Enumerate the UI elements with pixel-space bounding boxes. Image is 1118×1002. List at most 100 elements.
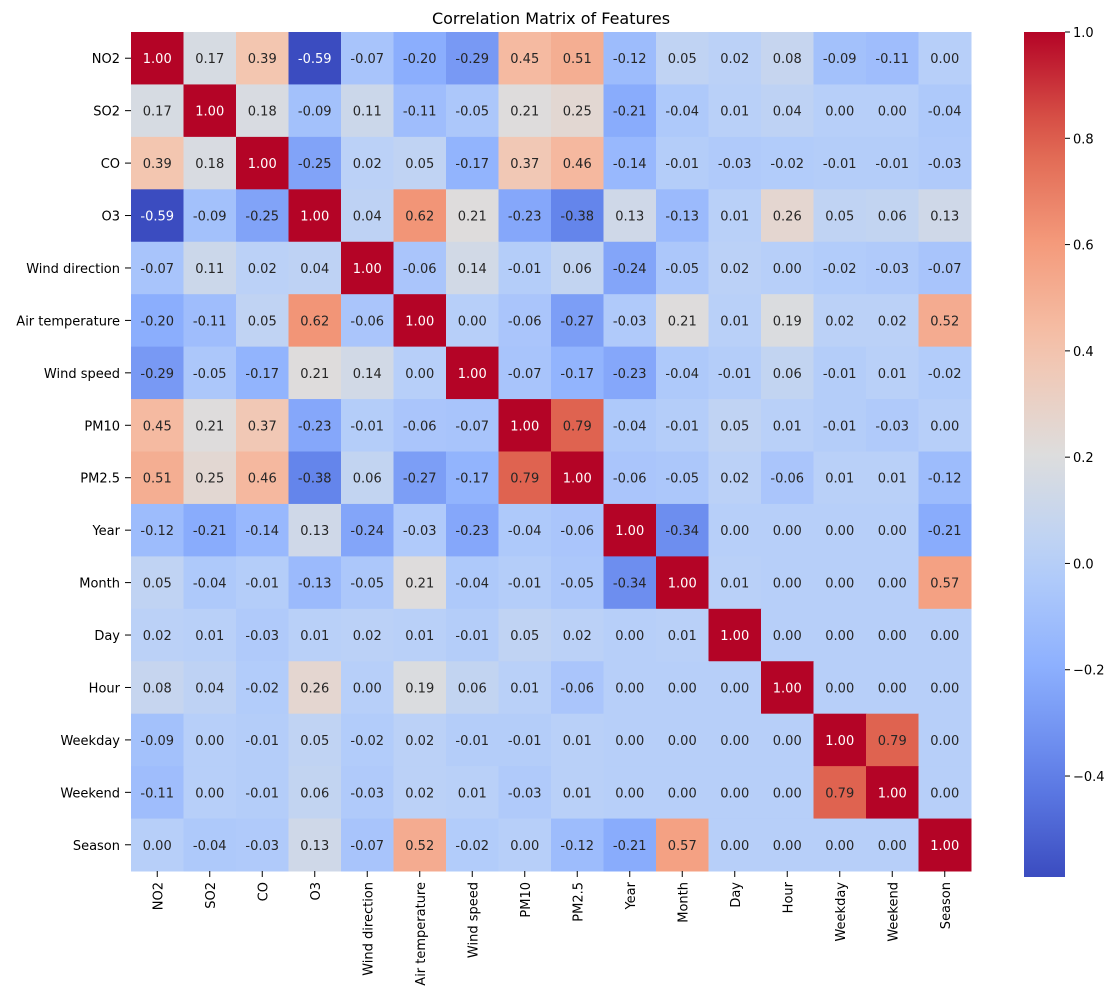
heatmap-cell: [341, 451, 394, 505]
heatmap-cell: [918, 399, 972, 452]
heatmap-cell: [288, 556, 342, 610]
heatmap-cell: [603, 136, 657, 190]
heatmap-cell: [866, 713, 919, 767]
heatmap-cell: [498, 241, 552, 295]
heatmap-cell-value: 0.00: [720, 839, 749, 854]
heatmap-cell: [288, 451, 342, 505]
x-tick-label: Air temperature: [414, 882, 429, 986]
heatmap-cell: [288, 713, 342, 767]
colorbar-tick-label: 0.6: [1073, 239, 1094, 254]
heatmap-cell-value: 0.00: [720, 734, 749, 749]
heatmap-cell: [551, 661, 604, 715]
heatmap-cell: [761, 713, 814, 767]
heatmap-cell-value: 0.00: [825, 105, 854, 120]
heatmap-cell: [603, 241, 657, 295]
heatmap-cell-value: -0.01: [823, 419, 857, 434]
heatmap-cell: [866, 766, 919, 820]
heatmap-cell-value: 0.01: [195, 629, 224, 644]
heatmap-cell-value: 1.00: [878, 786, 907, 801]
heatmap-cell: [498, 84, 552, 138]
heatmap-cell: [656, 818, 709, 872]
heatmap-cell: [918, 556, 972, 610]
heatmap-cell: [341, 346, 394, 400]
heatmap-cell: [236, 818, 289, 872]
heatmap-cell: [813, 294, 867, 348]
heatmap-cell: [183, 32, 237, 85]
heatmap-cell-value: 0.13: [930, 210, 959, 225]
heatmap-cell-value: -0.24: [613, 262, 647, 277]
heatmap-cell: [498, 608, 552, 662]
colorbar-tick-label: 1.0: [1073, 26, 1094, 41]
heatmap-cell-value: 0.02: [720, 52, 749, 67]
heatmap-cell: [551, 451, 604, 505]
colorbar-tick-label: −0.2: [1073, 664, 1105, 679]
heatmap-cell-value: -0.02: [928, 367, 962, 382]
heatmap-cell: [288, 136, 342, 190]
heatmap-cell: [918, 32, 972, 85]
heatmap-cells: [131, 32, 972, 872]
heatmap-cell-value: 0.00: [615, 734, 644, 749]
heatmap-cell-value: 1.00: [563, 472, 592, 487]
heatmap-cell-value: -0.04: [665, 367, 699, 382]
heatmap-cell-value: 0.06: [878, 210, 907, 225]
heatmap-cell: [446, 608, 499, 662]
heatmap-cell-value: 0.00: [615, 629, 644, 644]
heatmap-cell-value: 0.00: [825, 839, 854, 854]
heatmap-cell-value: -0.01: [455, 734, 489, 749]
heatmap-cell-value: 0.13: [300, 839, 329, 854]
y-tick-label: Wind speed: [44, 367, 120, 382]
heatmap-cell-value: 0.06: [563, 262, 592, 277]
heatmap-cell-value: 0.01: [563, 786, 592, 801]
heatmap-cell: [446, 241, 499, 295]
heatmap-cell-value: -0.02: [455, 839, 489, 854]
heatmap-cell: [551, 818, 604, 872]
x-tick-label: Hour: [781, 881, 796, 913]
heatmap-cell-value: 0.46: [563, 157, 592, 172]
x-tick-label: Weekday: [834, 882, 849, 942]
heatmap-cell-value: -0.23: [455, 524, 489, 539]
heatmap-cell-value: 0.05: [668, 52, 697, 67]
heatmap-cell-value: -0.06: [613, 472, 647, 487]
heatmap-cell-value: -0.01: [718, 367, 752, 382]
heatmap-cell: [183, 346, 237, 400]
heatmap-cell-value: 0.01: [458, 786, 487, 801]
heatmap-cell: [603, 556, 657, 610]
heatmap-cell-value: -0.01: [350, 419, 384, 434]
heatmap-cell-value: 0.11: [353, 105, 382, 120]
heatmap-cell-value: -0.23: [613, 367, 647, 382]
heatmap-cell-value: 0.01: [405, 629, 434, 644]
heatmap-cell: [446, 661, 499, 715]
heatmap-cell-value: 0.11: [195, 262, 224, 277]
heatmap-cell: [131, 451, 184, 505]
heatmap-cell-value: -0.01: [508, 262, 542, 277]
heatmap-cell: [131, 32, 184, 85]
heatmap-cell-value: 0.05: [510, 629, 539, 644]
heatmap-cell-value: -0.11: [875, 52, 909, 67]
heatmap-cell: [236, 713, 289, 767]
heatmap-cell: [708, 294, 762, 348]
heatmap-cell: [866, 136, 919, 190]
heatmap-cell-value: -0.06: [508, 314, 542, 329]
heatmap-cell-value: -0.14: [613, 157, 647, 172]
heatmap-cell-value: 0.45: [143, 419, 172, 434]
heatmap-cell-value: 0.00: [930, 734, 959, 749]
heatmap-cell-value: -0.02: [245, 681, 279, 696]
heatmap-cell: [918, 713, 972, 767]
heatmap-cell-value: 0.02: [878, 314, 907, 329]
heatmap-cell: [446, 451, 499, 505]
heatmap-cell: [708, 503, 762, 557]
heatmap-cell-value: -0.01: [823, 367, 857, 382]
colorbar-tick-label: 0.2: [1073, 451, 1094, 466]
heatmap-cell: [446, 32, 499, 85]
heatmap-cell: [288, 818, 342, 872]
heatmap-cell: [131, 294, 184, 348]
heatmap-cell: [236, 241, 289, 295]
heatmap-cell: [183, 451, 237, 505]
y-tick-label: O3: [101, 210, 120, 225]
heatmap-cell: [341, 241, 394, 295]
heatmap-cell: [866, 451, 919, 505]
heatmap-cell: [866, 84, 919, 138]
heatmap-cell: [131, 346, 184, 400]
heatmap-cell-value: -0.01: [665, 419, 699, 434]
